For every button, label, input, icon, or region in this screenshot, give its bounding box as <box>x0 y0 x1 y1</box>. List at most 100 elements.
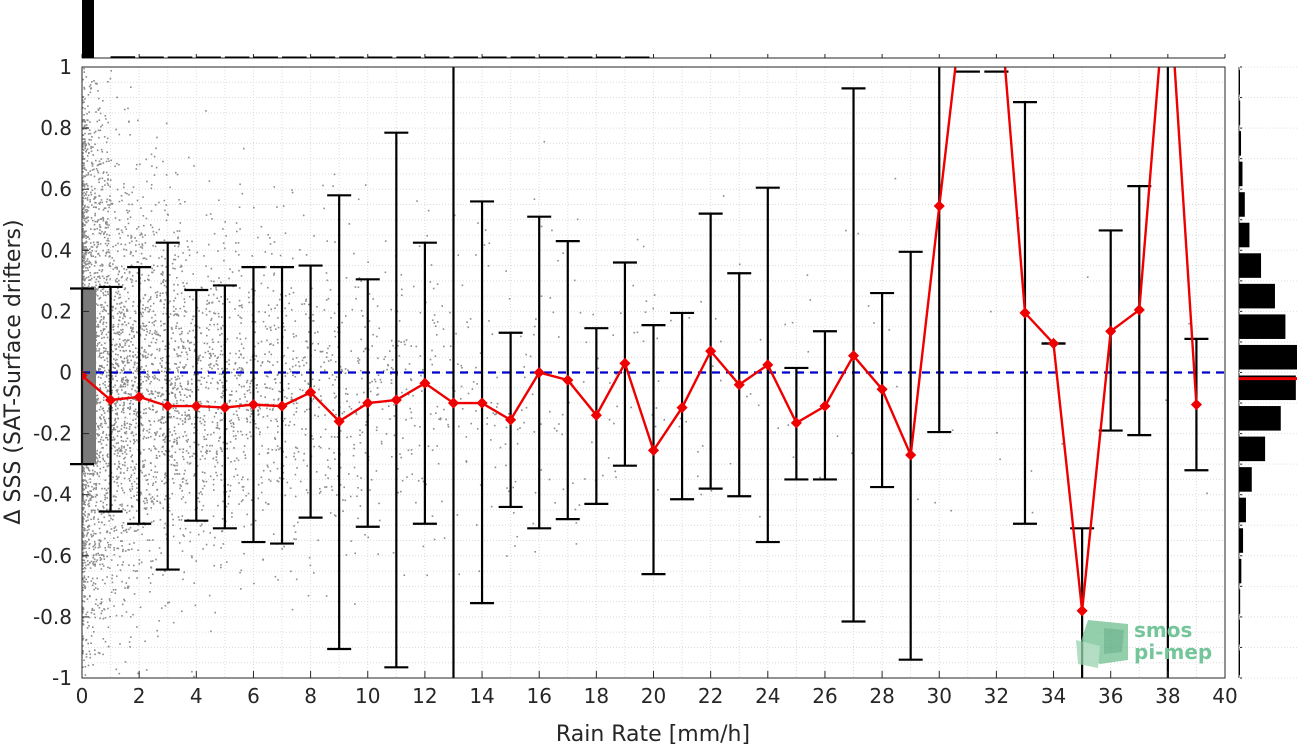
scatter-point <box>107 293 109 296</box>
scatter-point <box>287 383 290 385</box>
scatter-point <box>178 377 181 380</box>
scatter-point <box>187 380 189 383</box>
scatter-point <box>96 350 98 352</box>
scatter-point <box>158 455 161 457</box>
scatter-point <box>189 462 192 464</box>
scatter-point <box>131 506 134 508</box>
scatter-point <box>126 308 128 311</box>
scatter-point <box>140 366 143 368</box>
scatter-point <box>97 518 99 521</box>
scatter-point <box>147 306 149 309</box>
scatter-point <box>205 451 207 453</box>
scatter-point <box>105 222 107 225</box>
scatter-point <box>209 352 212 355</box>
scatter-point <box>162 160 164 163</box>
scatter-point <box>196 465 199 467</box>
scatter-point <box>98 163 101 165</box>
scatter-point <box>98 136 100 139</box>
scatter-point <box>266 387 269 389</box>
scatter-point <box>120 445 123 447</box>
scatter-point <box>312 398 315 400</box>
scatter-point <box>149 305 152 307</box>
scatter-point <box>83 567 86 569</box>
scatter-point <box>329 289 332 291</box>
scatter-point <box>212 352 215 355</box>
scatter-point <box>98 275 101 278</box>
scatter-point <box>857 232 859 235</box>
scatter-point <box>164 522 166 525</box>
scatter-point <box>106 504 108 506</box>
scatter-point <box>419 311 422 314</box>
scatter-point <box>305 300 307 302</box>
scatter-point <box>431 449 434 451</box>
scatter-point <box>102 219 105 222</box>
scatter-point <box>174 473 176 475</box>
scatter-point <box>197 497 200 499</box>
scatter-point <box>280 293 282 296</box>
scatter-point <box>101 263 103 266</box>
scatter-point <box>254 289 256 292</box>
scatter-point <box>133 320 136 322</box>
scatter-point <box>540 423 542 425</box>
scatter-point <box>90 193 93 196</box>
scatter-point <box>109 544 112 546</box>
scatter-point <box>92 509 94 511</box>
scatter-point <box>94 201 96 204</box>
scatter-point <box>107 374 110 377</box>
scatter-point <box>165 204 168 206</box>
scatter-point <box>120 447 123 449</box>
scatter-point <box>164 473 166 476</box>
scatter-point <box>98 160 101 163</box>
scatter-point <box>188 254 191 257</box>
scatter-point <box>182 366 184 368</box>
scatter-point <box>405 339 408 341</box>
scatter-point <box>141 243 144 245</box>
scatter-point <box>294 458 297 461</box>
scatter-point <box>139 606 142 609</box>
scatter-point <box>173 310 175 312</box>
scatter-point <box>111 431 113 433</box>
scatter-point <box>159 502 162 505</box>
scatter-point <box>114 408 117 411</box>
scatter-point <box>170 326 173 329</box>
scatter-point <box>82 495 85 498</box>
scatter-point <box>86 627 89 629</box>
scatter-point <box>83 247 85 250</box>
scatter-point <box>303 364 305 367</box>
scatter-point <box>116 455 119 457</box>
scatter-point <box>105 489 108 492</box>
scatter-point <box>152 475 155 478</box>
scatter-point <box>217 328 219 331</box>
scatter-point <box>371 380 373 383</box>
scatter-point <box>615 476 617 478</box>
scatter-point <box>103 359 106 361</box>
scatter-point <box>174 395 176 397</box>
scatter-point <box>84 175 87 178</box>
scatter-point <box>140 207 142 209</box>
scatter-point <box>836 435 839 437</box>
scatter-point <box>229 268 231 270</box>
scatter-point <box>102 554 105 556</box>
scatter-point <box>106 576 108 578</box>
scatter-point <box>454 214 456 217</box>
scatter-point <box>121 379 124 381</box>
scatter-point <box>117 290 120 293</box>
scatter-point <box>108 514 110 517</box>
scatter-point <box>214 312 217 315</box>
scatter-point <box>376 394 378 396</box>
scatter-point <box>144 502 146 505</box>
scatter-point <box>275 418 277 421</box>
scatter-point <box>210 433 212 436</box>
scatter-point <box>183 473 185 475</box>
scatter-point <box>86 481 89 484</box>
scatter-point <box>367 261 369 263</box>
scatter-point <box>163 303 165 305</box>
scatter-point <box>575 543 578 545</box>
scatter-point <box>147 436 150 439</box>
scatter-point <box>82 260 84 263</box>
scatter-point <box>376 426 378 429</box>
scatter-point <box>118 334 121 336</box>
scatter-point <box>277 399 280 401</box>
scatter-point <box>104 207 107 209</box>
